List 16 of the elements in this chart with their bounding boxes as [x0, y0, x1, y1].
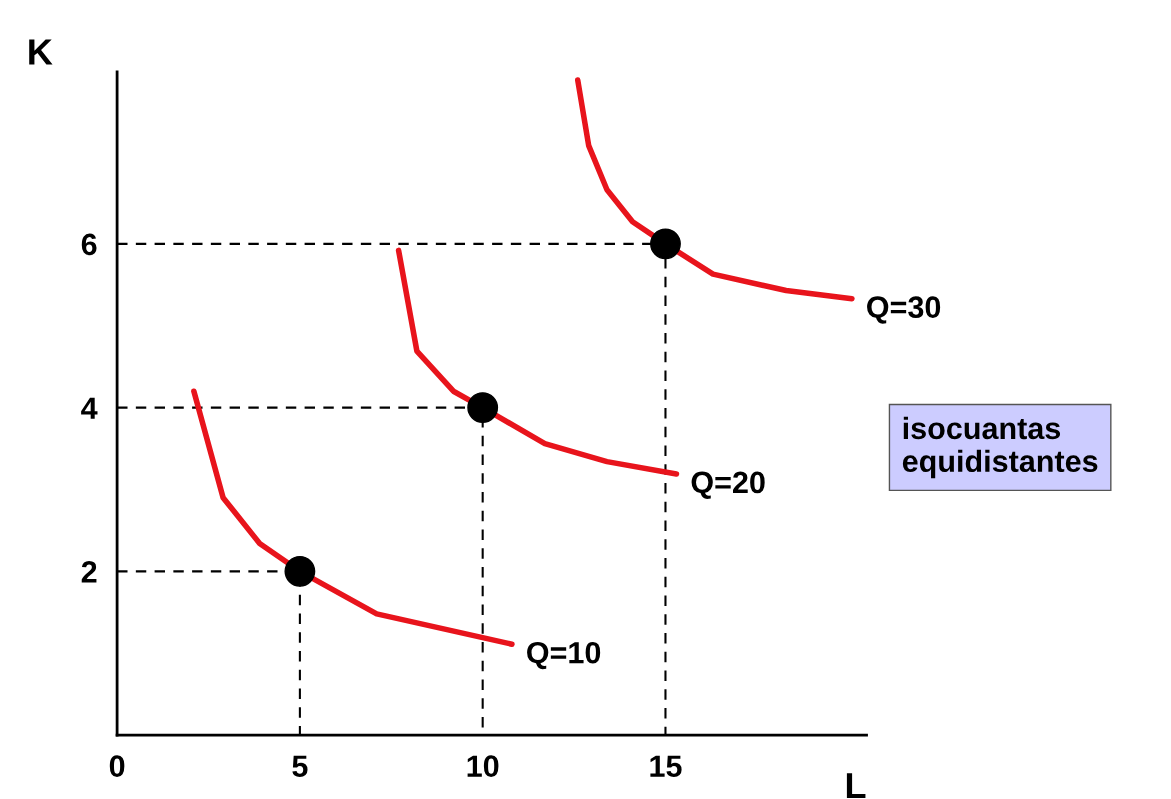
point	[467, 392, 499, 424]
point	[650, 228, 681, 260]
y-tick-label: 4	[81, 397, 98, 419]
x-tick-label: 0	[109, 755, 125, 777]
annotation: Q=10	[527, 641, 601, 670]
y-axis-title: K	[29, 39, 53, 65]
annotation: Q=20	[691, 471, 765, 499]
y-tick-label: 6	[81, 233, 97, 256]
text: isocuantas equidistantes	[902, 416, 1098, 479]
point	[284, 555, 316, 587]
y-tick-label: 2	[81, 561, 97, 583]
x-tick-label: 15	[650, 755, 682, 777]
x-tick-label: 5	[292, 755, 308, 777]
annotation: Q=30	[867, 296, 941, 324]
x-tick-label: 10	[467, 755, 499, 777]
x-axis-title: L	[846, 773, 866, 799]
